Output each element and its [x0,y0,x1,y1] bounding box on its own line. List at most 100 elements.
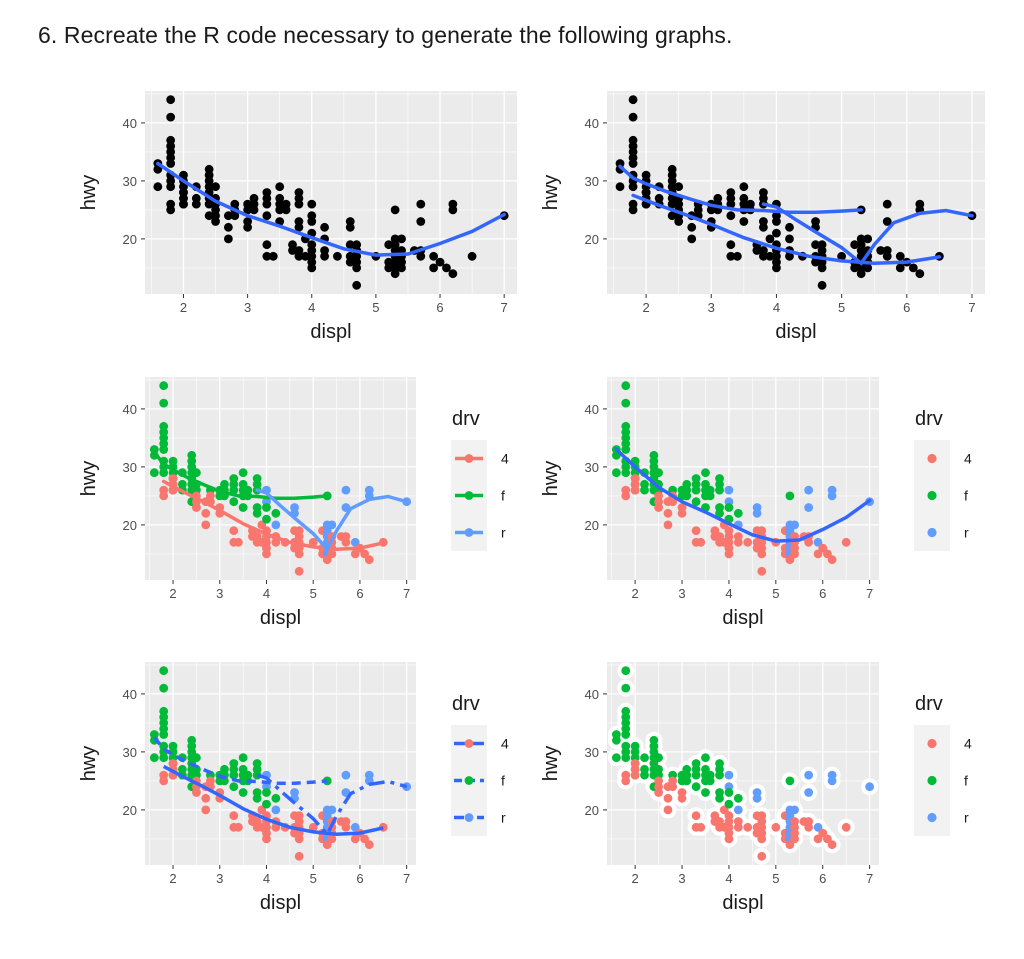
data-point [687,222,697,232]
data-point [759,251,768,261]
smooth-line [156,161,506,257]
data-point [230,211,240,221]
x-tick-label: 4 [773,300,780,315]
data-point [765,234,775,244]
data-point [739,217,749,226]
data-point [307,263,317,273]
y-axis-title: hwy [540,175,562,211]
x-tick-label: 5 [838,300,845,315]
data-point [621,381,631,391]
x-tick-label: 6 [903,300,910,315]
data-point [691,485,701,495]
data-point [752,793,762,803]
data-point [865,782,875,792]
y-tick-label: 40 [585,687,599,702]
data-point [715,793,724,803]
x-tick-label: 3 [678,871,685,886]
data-point [252,508,262,518]
data-point [724,799,734,809]
data-point [252,793,262,803]
legend-entry-4: 4 [455,451,509,467]
data-point [715,770,724,780]
data-point [706,205,716,215]
data-point [757,566,767,576]
data-point [804,770,814,780]
data-point [390,205,400,215]
data-point [790,834,799,844]
data-point [320,251,329,261]
data-point [765,251,775,261]
legend-title: drv [915,693,943,715]
data-point [159,776,169,786]
data-point [804,788,814,797]
data-point [352,280,362,290]
legend-label: 4 [964,736,972,752]
data-point [724,834,734,844]
data-point [733,793,743,803]
question-text: 6. Recreate the R code necessary to gene… [38,22,733,48]
panel-background [145,662,416,865]
data-point [275,182,285,192]
data-point [724,549,734,559]
data-point [705,491,715,501]
data-point [682,776,692,786]
x-tick-label: 5 [772,586,779,601]
data-point [294,566,304,576]
legend-entry-r: r [927,810,969,826]
data-point [159,666,169,676]
data-point [435,257,445,267]
data-point [724,788,734,797]
data-point [790,520,799,530]
y-tick-label: 20 [585,232,599,247]
x-tick-label: 4 [263,871,270,886]
legend-point-key [927,738,937,749]
x-tick-label: 7 [866,871,873,886]
data-point [294,199,304,209]
data-point [628,95,638,105]
data-point [628,205,638,215]
y-tick-label: 20 [585,803,599,818]
legend-entry-f: f [927,773,968,789]
legend: drv 4 f r [451,408,509,551]
data-point [882,251,892,261]
data-point [752,246,762,255]
data-point [416,251,426,261]
data-point [882,199,892,209]
data-point [726,199,736,209]
data-point [149,753,159,763]
data-point [841,822,851,832]
data-point [752,508,762,518]
data-point [238,503,248,512]
data-point [615,182,625,192]
data-point [733,805,743,815]
x-tick-label: 4 [725,586,732,601]
legend-point-key [464,454,474,463]
x-tick-label: 7 [501,300,508,315]
data-point [341,485,351,495]
data-point [841,537,851,547]
y-tick-label: 30 [585,745,599,760]
data-point [333,251,342,261]
data-point [663,805,673,815]
data-point [262,240,272,250]
x-tick-label: 2 [169,871,176,886]
x-tick-label: 2 [632,586,639,601]
data-point [275,205,285,215]
data-point [271,822,281,832]
data-point [682,491,692,501]
data-point [149,468,159,478]
x-tick-label: 3 [244,300,251,315]
data-point [327,520,337,530]
data-point [271,537,281,547]
data-point [179,199,188,209]
data-point [771,822,781,832]
plot-2: 2 3 4 5 6 7 20 30 40 displ hwy [540,91,985,343]
data-point [733,537,743,547]
data-point [397,234,406,244]
data-point [895,263,905,273]
data-point [701,788,710,797]
data-point [687,234,697,244]
data-point [837,251,847,261]
data-point [817,263,827,273]
